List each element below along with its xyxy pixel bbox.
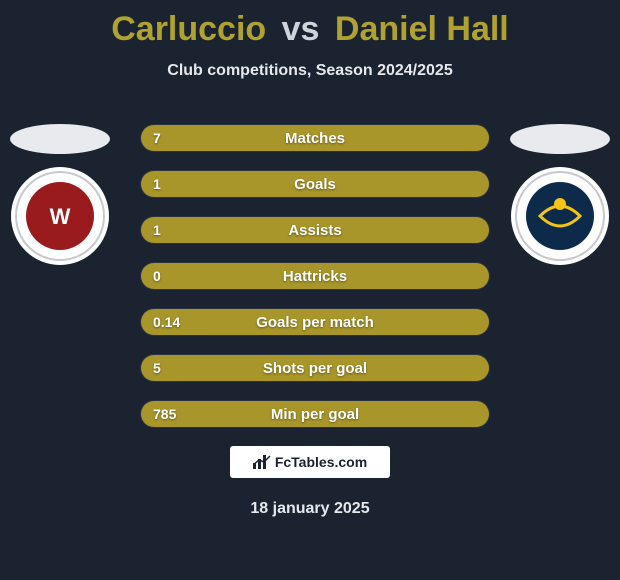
player-column-left: W (10, 124, 110, 266)
club-badge-left: W (10, 166, 110, 266)
stat-label: Matches (141, 125, 489, 151)
stat-row-goals: 1Goals (140, 170, 490, 198)
bars-icon (253, 455, 271, 469)
comparison-date: 18 january 2025 (0, 500, 620, 518)
watermark: FcTables.com (230, 446, 390, 478)
stat-bars: 7Matches 1Goals 1Assists 0Hattricks 0.14Goal… (140, 124, 490, 446)
badge-right-dot (554, 198, 566, 210)
stat-label: Assists (141, 217, 489, 243)
title-vs: vs (282, 10, 320, 48)
club-badge-left-svg: W (10, 166, 110, 266)
watermark-text: FcTables.com (275, 454, 367, 470)
stat-row-shots-per-goal: 5Shots per goal (140, 354, 490, 382)
comparison-title: Carluccio vs Daniel Hall (0, 10, 620, 49)
subtitle: Club competitions, Season 2024/2025 (0, 62, 620, 80)
stat-label: Shots per goal (141, 355, 489, 381)
stat-row-goals-per-match: 0.14Goals per match (140, 308, 490, 336)
club-badge-right (510, 166, 610, 266)
badge-right-inner (526, 182, 594, 250)
title-player1: Carluccio (111, 10, 266, 48)
stat-label: Goals (141, 171, 489, 197)
stat-row-hattricks: 0Hattricks (140, 262, 490, 290)
stat-row-matches: 7Matches (140, 124, 490, 152)
player-silhouette-right (510, 124, 610, 154)
club-badge-right-svg (510, 166, 610, 266)
player-column-right (510, 124, 610, 266)
stat-label: Min per goal (141, 401, 489, 427)
stat-label: Hattricks (141, 263, 489, 289)
badge-left-mono: W (50, 204, 71, 229)
stat-row-assists: 1Assists (140, 216, 490, 244)
stat-label: Goals per match (141, 309, 489, 335)
player-silhouette-left (10, 124, 110, 154)
stat-row-min-per-goal: 785Min per goal (140, 400, 490, 428)
title-player2: Daniel Hall (335, 10, 509, 48)
